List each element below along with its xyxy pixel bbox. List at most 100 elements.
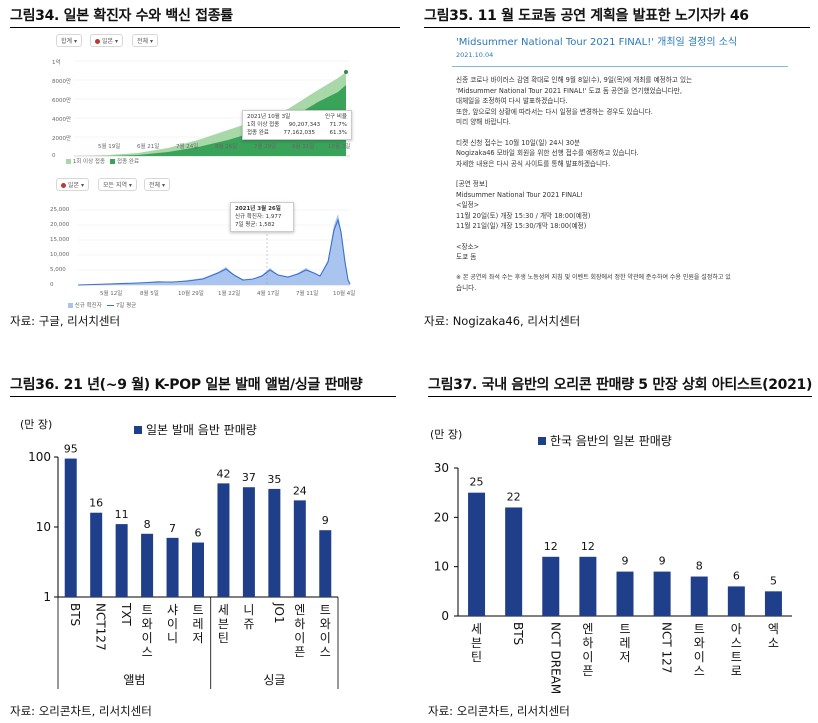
fig37-x-label-char: 스 [694,664,705,678]
fig37-x-label: 엑소 [768,622,779,650]
notice-line: 11월 21일(일) 개장 15:30/개막 18:00(예정) [456,222,587,230]
vaccine-metric-chip[interactable]: 합계 ▾ [56,34,82,47]
fig36-chart: 일본 발매 음반 판매량11010095BTS16NCT12711TXT8트와이… [28,423,339,689]
latest-point-marker [344,70,348,74]
fig36-bar-value: 11 [115,508,129,521]
tooltip-date: 2021년 10월 3일 [247,114,291,120]
fig37-x-label-char: 픈 [582,664,593,678]
fig36-y-tick-label: 1 [43,590,51,604]
vaccine-y-tick: 0 [52,153,56,159]
fig37-y-tick-label: 0 [441,609,449,623]
cases-range-chip[interactable]: 전체 ▾ [144,178,170,191]
notice-line: <일정> [456,201,480,209]
fig36-bar-value: 6 [195,527,202,540]
cases-x-tick: 1월 22일 [218,291,241,297]
fig36-x-label-text: TXT [119,602,133,626]
legend-label: 1회 이상 접종 [72,159,106,165]
fig36-title: 그림36. 21 년(~9 월) K-POP 일본 발매 앨범/싱글 판매량 [10,377,363,393]
vaccine-country-chip[interactable]: 일본 ▾ [90,34,123,47]
fig36-group-label: 싱글 [263,673,285,687]
fig36-bar-value: 35 [267,473,281,486]
cases-region-chip[interactable]: 모든 지역 ▾ [98,178,137,191]
fig37-x-label-char: 로 [731,664,742,678]
vaccine-range-chip[interactable]: 전체 ▾ [132,34,158,47]
fig37-bar [764,591,782,616]
cases-y-tick: 5,000 [50,267,66,273]
fig36-x-label-text: JO1 [272,602,286,624]
fig36-x-label-char: 저 [192,631,203,645]
fig37-bar-value: 22 [507,490,521,503]
fig37-x-label-char: 트 [619,622,630,636]
cases-y-tick: 0 [50,282,54,288]
fig36-legend-label: 일본 발매 음반 판매량 [146,423,257,437]
legend-swatch [68,303,73,308]
fig37-bar [616,571,634,616]
fig37-y-tick-label: 10 [434,560,449,574]
fig36-x-label-char: 이 [142,631,153,645]
fig37-x-label-char: 엑 [768,622,779,636]
fig37-x-label-char: 븐 [471,636,482,650]
fig37-title: 그림37. 국내 음반의 오리콘 판매량 5 만장 상회 아티스트(2021) [428,377,813,393]
fig37-x-label-char: 스 [731,636,742,650]
notice-line: ※ 본 공연의 좌석 수는 후생 노동성의 지침 및 이벤트 회장에서 정한 약… [456,273,731,281]
notice-line: 대체일을 조정하여 다시 발표하겠습니다. [456,97,568,105]
notice-line: Midsummer National Tour 2021 FINAL! [456,190,583,199]
legend-label: 7일 평균 [115,303,137,309]
notice-line: [공연 정보] [456,180,488,188]
fig36-x-label-char: 이 [320,631,331,645]
fig37-bar [468,492,486,616]
tooltip-row-label: 접종 완료 [247,130,269,136]
fig36-x-label-char: 트 [192,603,203,617]
fig34-source: 자료: 구글, 리서치센터 [10,314,121,328]
fig36-x-label-char: 이 [294,631,305,645]
fig35-title: 그림35. 11 월 도쿄돔 공연 계획을 발표한 노기자카 46 [424,8,749,24]
fig37-x-label-char: 하 [582,636,593,650]
fig37-bar [579,556,597,616]
cases-country-chip[interactable]: 일본 ▾ [56,178,89,191]
fig36-x-label-char: 샤 [167,603,178,617]
fig37-x-label-char: 레 [619,636,630,650]
notice-line: 신종 코로나 바이러스 감염 확대로 인해 9월 8일(수), 9일(목)에 개… [456,76,693,84]
fig37-x-label-char: 이 [694,650,705,664]
fig37-legend-swatch [538,437,546,445]
fig36-bar [319,530,332,597]
fig36-x-label: TXT [119,602,133,626]
cases-y-tick: 25,000 [50,207,70,213]
legend-swatch [107,305,115,306]
cases-tooltip: 2021년 3월 26일 신규 확진자: 1,977 7일 평균: 1,582 [230,202,294,232]
fig36-x-label-char: 트 [320,603,331,617]
fig37-bar-value: 12 [581,540,595,553]
fig36-x-label-char: 픈 [294,645,305,659]
fig37-x-label-char: 틴 [471,650,482,664]
fig36-x-label: JO1 [272,602,286,624]
fig37-x-label-char: 트 [731,650,742,664]
vaccine-legend: 1회 이상 접종 접종 완료 [66,157,139,165]
fig36-x-label-char: 와 [142,617,153,631]
fig36-bar-value: 8 [144,518,151,531]
cases-y-tick: 20,000 [50,222,70,228]
avg-line [77,218,351,286]
tooltip-avg: 7일 평균: 1,582 [235,222,275,228]
fig36-y-tick-label: 100 [28,450,51,464]
notice-line: 자세한 내용은 다시 공식 사이트를 통해 발표하겠습니다. [456,159,611,168]
notice-line: 도쿄 돔 [456,253,477,261]
fig36-x-label-char: 쥬 [243,617,254,631]
fig36-bar-value: 9 [322,514,329,527]
fig35-title-rule [424,27,810,28]
japan-flag-icon [61,183,66,188]
legend-swatch [66,159,71,164]
fig37-x-label-text: NCT DREAM [548,622,562,694]
fig37-x-label-text: NCT 127 [660,622,674,673]
fig36-x-label: BTS [68,603,82,626]
vaccine-y-tick: 4000만 [52,117,72,123]
fig37-bar-value: 9 [622,555,629,568]
fig37-source: 자료: 오리콘차트, 리서치센터 [428,704,570,718]
fig36-x-label-char: 스 [320,645,331,659]
notice-body: 신종 코로나 바이러스 감염 확대로 인해 9월 8일(수), 9일(목)에 개… [456,75,731,294]
fig36-title-rule [10,396,396,397]
notice-line: 11월 20일(토) 개장 15:30 / 개막 18:00(예정) [456,211,591,220]
fig37-bar-value: 12 [544,540,558,553]
vaccine-x-tick: 10월 3일 [328,144,351,150]
